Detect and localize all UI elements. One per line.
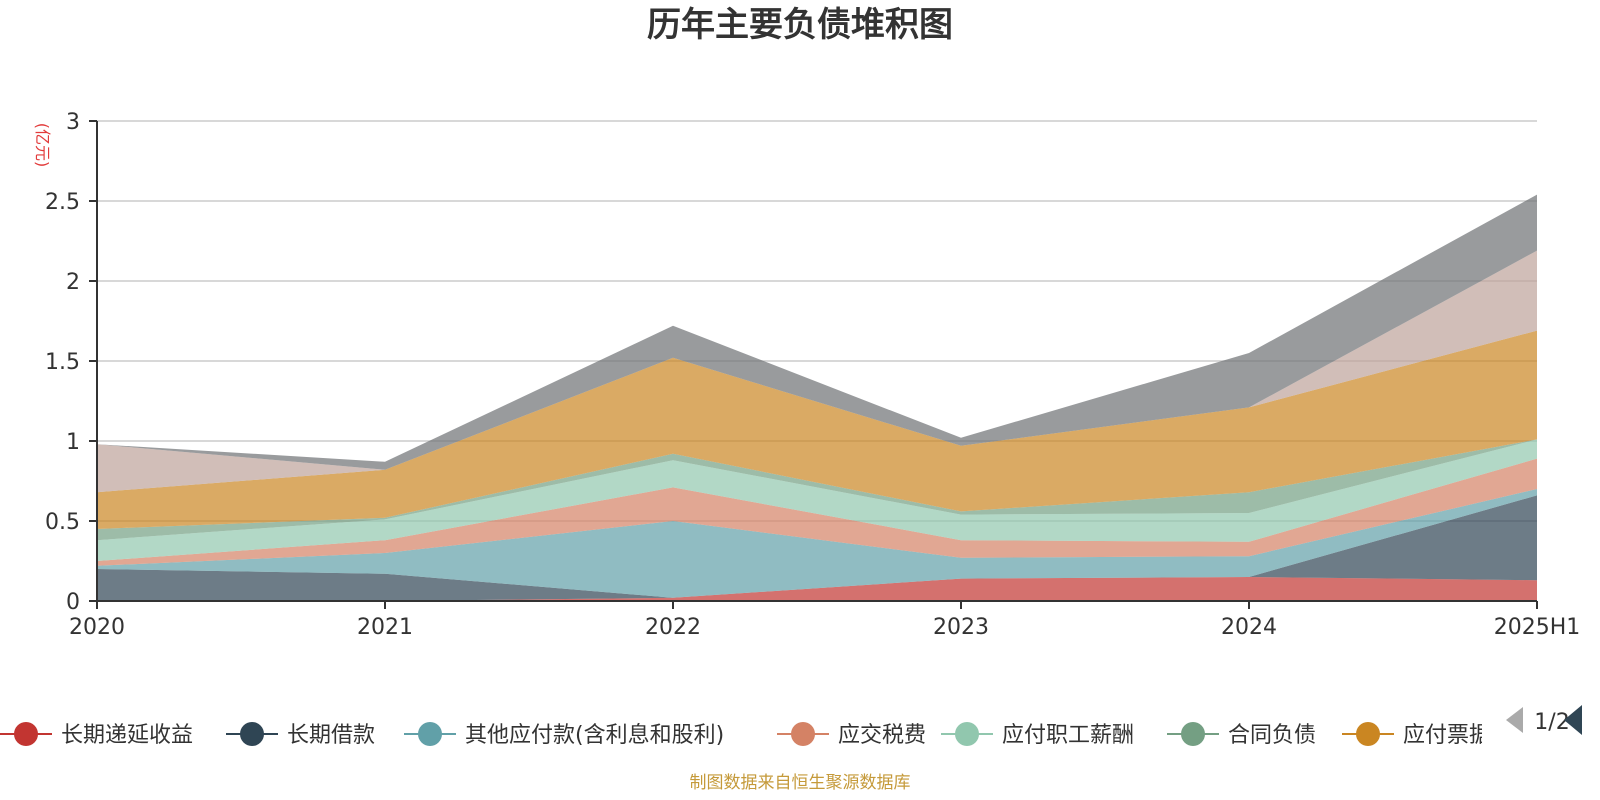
- legend-page-indicator: 1/2: [1534, 710, 1569, 735]
- y-tick-label: 1.5: [45, 350, 80, 375]
- legend-marker-icon: [791, 722, 815, 746]
- legend-marker-icon: [240, 722, 264, 746]
- legend: 长期递延收益 长期借款 其他应付款(含利息和股利) 应交税费 应付职工薪酬 合同负债 应付票…: [0, 705, 1582, 748]
- x-tick-label: 2021: [357, 615, 413, 640]
- x-tick-label: 2023: [933, 615, 989, 640]
- area-series-2: [97, 489, 1537, 598]
- legend-prev-page-icon[interactable]: [1506, 707, 1523, 733]
- legend-marker-icon: [1356, 722, 1380, 746]
- y-tick-labels: 0 0.5 1 1.5 2 2.5 3: [45, 110, 97, 615]
- area-series-8: [97, 194, 1537, 470]
- legend-label: 合同负债: [1228, 723, 1316, 748]
- legend-marker-icon: [955, 722, 979, 746]
- y-tick-label: 1: [66, 430, 80, 455]
- legend-label: 其他应付款(含利息和股利): [465, 723, 724, 748]
- legend-item[interactable]: 应交税费: [777, 722, 926, 748]
- legend-marker-icon: [1181, 722, 1205, 746]
- area-series-0: [97, 577, 1537, 601]
- stacked-areas: [97, 194, 1537, 601]
- legend-label: 长期借款: [287, 723, 375, 748]
- x-tick-label: 2024: [1221, 615, 1277, 640]
- legend-item[interactable]: 长期递延收益: [0, 722, 193, 748]
- legend-marker-icon: [14, 722, 38, 746]
- y-tick-label: 2: [66, 270, 80, 295]
- legend-item[interactable]: 应付票据: [1342, 722, 1491, 748]
- chart-title: 历年主要负债堆积图: [647, 5, 953, 45]
- legend-item[interactable]: 应付职工薪酬: [941, 722, 1134, 748]
- data-source-footer: 制图数据来自恒生聚源数据库: [690, 773, 911, 793]
- area-series-1: [97, 495, 1537, 601]
- legend-label: 应付票据: [1403, 723, 1491, 748]
- legend-item[interactable]: 其他应付款(含利息和股利): [404, 722, 724, 748]
- y-tick-label: 2.5: [45, 190, 80, 215]
- x-tick-label: 2020: [69, 615, 125, 640]
- y-tick-label: 0: [66, 590, 80, 615]
- legend-label: 长期递延收益: [61, 723, 193, 748]
- area-series-6: [97, 330, 1537, 529]
- x-tick-label: 2022: [645, 615, 701, 640]
- area-series-7: [97, 250, 1537, 493]
- y-tick-label: 0.5: [45, 510, 80, 535]
- y-axis-unit-label: (亿元): [33, 123, 52, 168]
- area-series-4: [97, 439, 1537, 561]
- legend-label: 应交税费: [838, 723, 926, 748]
- legend-label: 应付职工薪酬: [1002, 723, 1134, 748]
- area-series-3: [97, 458, 1537, 566]
- x-tick-label: 2025H1: [1494, 615, 1581, 640]
- legend-next-page-icon[interactable]: [1564, 705, 1582, 735]
- legend-marker-icon: [418, 722, 442, 746]
- y-tick-label: 3: [66, 110, 80, 135]
- legend-item[interactable]: 长期借款: [226, 722, 375, 748]
- x-tick-labels: 2020 2021 2022 2023 2024 2025H1: [69, 601, 1580, 640]
- legend-item[interactable]: 合同负债: [1167, 722, 1316, 748]
